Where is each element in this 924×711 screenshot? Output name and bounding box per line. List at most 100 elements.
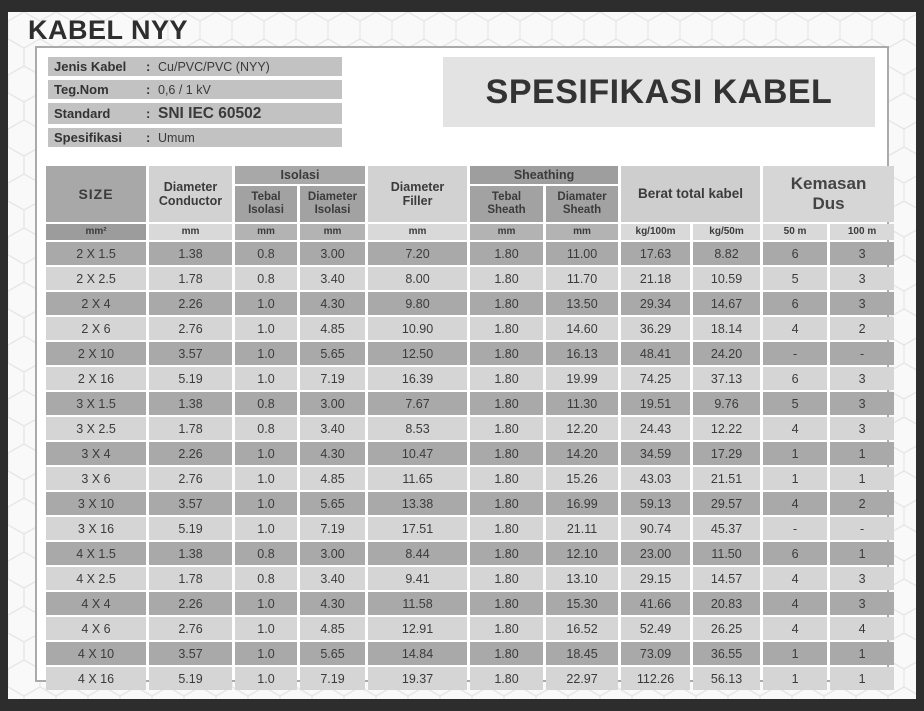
value-cell: 2.26 <box>149 442 232 465</box>
info-row-standard: Standard : SNI IEC 60502 <box>48 103 342 124</box>
value-cell: 1.0 <box>235 667 297 690</box>
spec-table-body: 2 X 1.5 1.38 0.8 3.00 7.20 1.80 11.00 17.63 8.82… <box>46 242 895 690</box>
value-cell: 13.10 <box>546 567 619 590</box>
size-cell: 3 X 4 <box>46 442 146 465</box>
col-header-size: SIZE <box>46 166 146 222</box>
table-row: 2 X 6 2.76 1.0 4.85 10.90 1.80 14.60 36.29 18.14… <box>46 317 895 340</box>
panel-top: Jenis Kabel : Cu/PVC/PVC (NYY) Teg.Nom :… <box>43 57 881 151</box>
size-cell: 3 X 16 <box>46 517 146 540</box>
value-cell: 1.0 <box>235 442 297 465</box>
table-row: 3 X 4 2.26 1.0 4.30 10.47 1.80 14.20 34.59 17.29… <box>46 442 895 465</box>
value-cell: 1.0 <box>235 517 297 540</box>
value-cell: 1.0 <box>235 342 297 365</box>
value-cell: 1 <box>830 442 895 465</box>
value-cell: 5.65 <box>300 342 366 365</box>
value-cell: 5.65 <box>300 642 366 665</box>
value-cell: 5.19 <box>149 517 232 540</box>
value-cell: 8.53 <box>368 417 468 440</box>
value-cell: 3 <box>830 292 895 315</box>
value-cell: 14.84 <box>368 642 468 665</box>
value-cell: 8.82 <box>693 242 761 265</box>
unit-cell: 50 m <box>763 224 828 240</box>
unit-cell: mm <box>470 224 544 240</box>
table-row: 3 X 1.5 1.38 0.8 3.00 7.67 1.80 11.30 19.51 9.76… <box>46 392 895 415</box>
unit-cell: mm² <box>46 224 146 240</box>
value-cell: 3.00 <box>300 392 366 415</box>
table-row: 2 X 2.5 1.78 0.8 3.40 8.00 1.80 11.70 21.18 10.5… <box>46 267 895 290</box>
value-cell: 4.85 <box>300 467 366 490</box>
size-cell: 3 X 6 <box>46 467 146 490</box>
table-row: 3 X 6 2.76 1.0 4.85 11.65 1.80 15.26 43.03 21.51… <box>46 467 895 490</box>
info-row-jenis-kabel: Jenis Kabel : Cu/PVC/PVC (NYY) <box>48 57 342 76</box>
value-cell: 8.44 <box>368 542 468 565</box>
size-cell: 4 X 1.5 <box>46 542 146 565</box>
col-header-diamater-sheath: Diamater Sheath <box>546 186 619 222</box>
value-cell: 34.59 <box>621 442 691 465</box>
value-cell: 5 <box>763 392 828 415</box>
value-cell: 11.50 <box>693 542 761 565</box>
value-cell: 1.0 <box>235 492 297 515</box>
value-cell: 1.80 <box>470 642 544 665</box>
value-cell: 14.60 <box>546 317 619 340</box>
unit-cell: mm <box>300 224 366 240</box>
value-cell: 5 <box>763 267 828 290</box>
value-cell: 7.67 <box>368 392 468 415</box>
value-cell: 0.8 <box>235 567 297 590</box>
value-cell: 12.91 <box>368 617 468 640</box>
info-colon: : <box>146 82 151 97</box>
value-cell: 4 <box>763 592 828 615</box>
value-cell: 6 <box>763 242 828 265</box>
value-cell: 2.76 <box>149 617 232 640</box>
size-cell: 2 X 16 <box>46 367 146 390</box>
value-cell: 1.78 <box>149 567 232 590</box>
value-cell: 16.99 <box>546 492 619 515</box>
value-cell: 1.0 <box>235 292 297 315</box>
value-cell: 0.8 <box>235 267 297 290</box>
value-cell: 3 <box>830 417 895 440</box>
value-cell: 48.41 <box>621 342 691 365</box>
size-cell: 2 X 2.5 <box>46 267 146 290</box>
value-cell: 4.30 <box>300 592 366 615</box>
value-cell: 14.67 <box>693 292 761 315</box>
value-cell: 1 <box>830 667 895 690</box>
value-cell: 1.0 <box>235 367 297 390</box>
value-cell: 4.85 <box>300 617 366 640</box>
value-cell: 59.13 <box>621 492 691 515</box>
size-cell: 2 X 6 <box>46 317 146 340</box>
value-cell: 2.26 <box>149 292 232 315</box>
value-cell: 5.19 <box>149 667 232 690</box>
value-cell: 2 <box>830 492 895 515</box>
value-cell: 1.0 <box>235 467 297 490</box>
table-row: 3 X 2.5 1.78 0.8 3.40 8.53 1.80 12.20 24.43 12.2… <box>46 417 895 440</box>
value-cell: 12.20 <box>546 417 619 440</box>
value-cell: 19.99 <box>546 367 619 390</box>
value-cell: - <box>763 517 828 540</box>
value-cell: 52.49 <box>621 617 691 640</box>
value-cell: 36.29 <box>621 317 691 340</box>
value-cell: 3.57 <box>149 342 232 365</box>
value-cell: 37.13 <box>693 367 761 390</box>
table-row: 4 X 10 3.57 1.0 5.65 14.84 1.80 18.45 73.09 36.5… <box>46 642 895 665</box>
value-cell: 4.30 <box>300 292 366 315</box>
value-cell: 1.0 <box>235 592 297 615</box>
unit-cell: kg/100m <box>621 224 691 240</box>
value-cell: 3.00 <box>300 242 366 265</box>
value-cell: 3 <box>830 392 895 415</box>
value-cell: 1.80 <box>470 292 544 315</box>
value-cell: 16.39 <box>368 367 468 390</box>
value-cell: 1.78 <box>149 417 232 440</box>
value-cell: 1 <box>763 467 828 490</box>
page-title: KABEL NYY <box>28 15 189 45</box>
table-row: 4 X 16 5.19 1.0 7.19 19.37 1.80 22.97 112.26 56.… <box>46 667 895 690</box>
info-value: Umum <box>158 130 195 145</box>
value-cell: 19.51 <box>621 392 691 415</box>
value-cell: 3 <box>830 242 895 265</box>
group-header-isolasi: Isolasi <box>235 166 366 184</box>
value-cell: 1 <box>763 442 828 465</box>
value-cell: 10.59 <box>693 267 761 290</box>
value-cell: - <box>830 517 895 540</box>
size-cell: 3 X 2.5 <box>46 417 146 440</box>
value-cell: 4 <box>763 492 828 515</box>
value-cell: 21.51 <box>693 467 761 490</box>
value-cell: 1.80 <box>470 667 544 690</box>
